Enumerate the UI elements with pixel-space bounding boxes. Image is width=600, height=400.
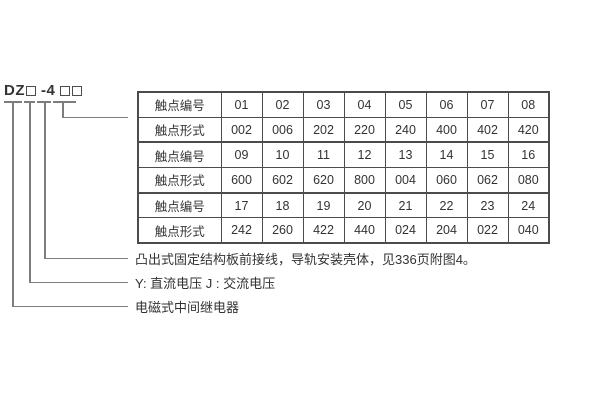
table-row: 触点编号 01 02 03 04 05 06 07 08: [137, 91, 550, 118]
row-label: 触点形式: [137, 217, 222, 245]
placeholder-box-icon: [26, 86, 36, 96]
value-cell: 22: [425, 192, 468, 219]
leader-hline-ann1: [44, 257, 128, 259]
value-cell: 16: [507, 141, 550, 169]
value-cell: 022: [466, 217, 509, 245]
value-cell: 006: [261, 116, 304, 144]
value-cell: 024: [384, 217, 427, 245]
value-cell: 07: [466, 91, 509, 118]
value-cell: 21: [384, 192, 427, 219]
value-cell: 080: [507, 167, 550, 194]
value-cell: 20: [343, 192, 386, 219]
value-cell: 402: [466, 116, 509, 144]
value-cell: 040: [507, 217, 550, 245]
value-cell: 260: [261, 217, 304, 245]
value-cell: 13: [384, 141, 427, 169]
row-label: 触点形式: [137, 167, 222, 194]
value-cell: 400: [425, 116, 468, 144]
table-row: 触点形式 002 006 202 220 240 400 402 420: [137, 116, 550, 144]
leader-vline-dz: [12, 101, 14, 307]
model-designation: DZ -4: [4, 82, 83, 100]
table-row: 触点形式 242 260 422 440 024 204 022 040: [137, 217, 550, 245]
value-cell: 14: [425, 141, 468, 169]
value-cell: 062: [466, 167, 509, 194]
underline-bar-box23: [53, 101, 76, 103]
contact-table-body: 触点编号 01 02 03 04 05 06 07 08 触点形式 002 006 202 220 240 4…: [137, 91, 550, 245]
leader-hline-ann2: [29, 281, 128, 283]
value-cell: 240: [384, 116, 427, 144]
value-cell: 23: [466, 192, 509, 219]
annotation-voltage: Y: 直流电压 J : 交流电压: [135, 276, 276, 291]
leader-vline-box1: [29, 101, 31, 283]
value-cell: 11: [302, 141, 345, 169]
value-cell: 420: [507, 116, 550, 144]
leader-hline-ann3: [12, 305, 128, 307]
row-label: 触点编号: [137, 192, 222, 219]
value-cell: 08: [507, 91, 550, 118]
value-cell: 06: [425, 91, 468, 118]
value-cell: 600: [220, 167, 263, 194]
value-cell: 04: [343, 91, 386, 118]
value-cell: 05: [384, 91, 427, 118]
contact-table: 触点编号 01 02 03 04 05 06 07 08 触点形式 002 006 202 220 240 4…: [137, 91, 550, 245]
value-cell: 01: [220, 91, 263, 118]
value-cell: 02: [261, 91, 304, 118]
annotation-relay-type: 电磁式中间继电器: [135, 300, 240, 315]
value-cell: 15: [466, 141, 509, 169]
table-row: 触点编号 17 18 19 20 21 22 23 24: [137, 192, 550, 219]
value-cell: 19: [302, 192, 345, 219]
value-cell: 422: [302, 217, 345, 245]
value-cell: 800: [343, 167, 386, 194]
value-cell: 220: [343, 116, 386, 144]
value-cell: 204: [425, 217, 468, 245]
value-cell: 18: [261, 192, 304, 219]
value-cell: 620: [302, 167, 345, 194]
value-cell: 004: [384, 167, 427, 194]
annotation-mounting: 凸出式固定结构板前接线，导轨安装壳体，见336页附图4。: [135, 252, 476, 267]
placeholder-box-icon: [60, 86, 71, 96]
model-prefix: DZ: [4, 82, 25, 99]
leader-vline-4: [44, 101, 46, 259]
row-label: 触点编号: [137, 141, 222, 169]
value-cell: 440: [343, 217, 386, 245]
value-cell: 002: [220, 116, 263, 144]
value-cell: 09: [220, 141, 263, 169]
row-label: 触点形式: [137, 116, 222, 144]
model-middle: -4: [41, 82, 56, 99]
value-cell: 602: [261, 167, 304, 194]
value-cell: 12: [343, 141, 386, 169]
placeholder-box-icon: [72, 86, 83, 96]
table-row: 触点形式 600 602 620 800 004 060 062 080: [137, 167, 550, 194]
value-cell: 202: [302, 116, 345, 144]
value-cell: 060: [425, 167, 468, 194]
value-cell: 17: [220, 192, 263, 219]
value-cell: 242: [220, 217, 263, 245]
leader-vline-box23: [62, 101, 64, 118]
leader-hline-to-table: [62, 116, 128, 118]
value-cell: 10: [261, 141, 304, 169]
row-label: 触点编号: [137, 91, 222, 118]
value-cell: 24: [507, 192, 550, 219]
table-row: 触点编号 09 10 11 12 13 14 15 16: [137, 141, 550, 169]
value-cell: 03: [302, 91, 345, 118]
